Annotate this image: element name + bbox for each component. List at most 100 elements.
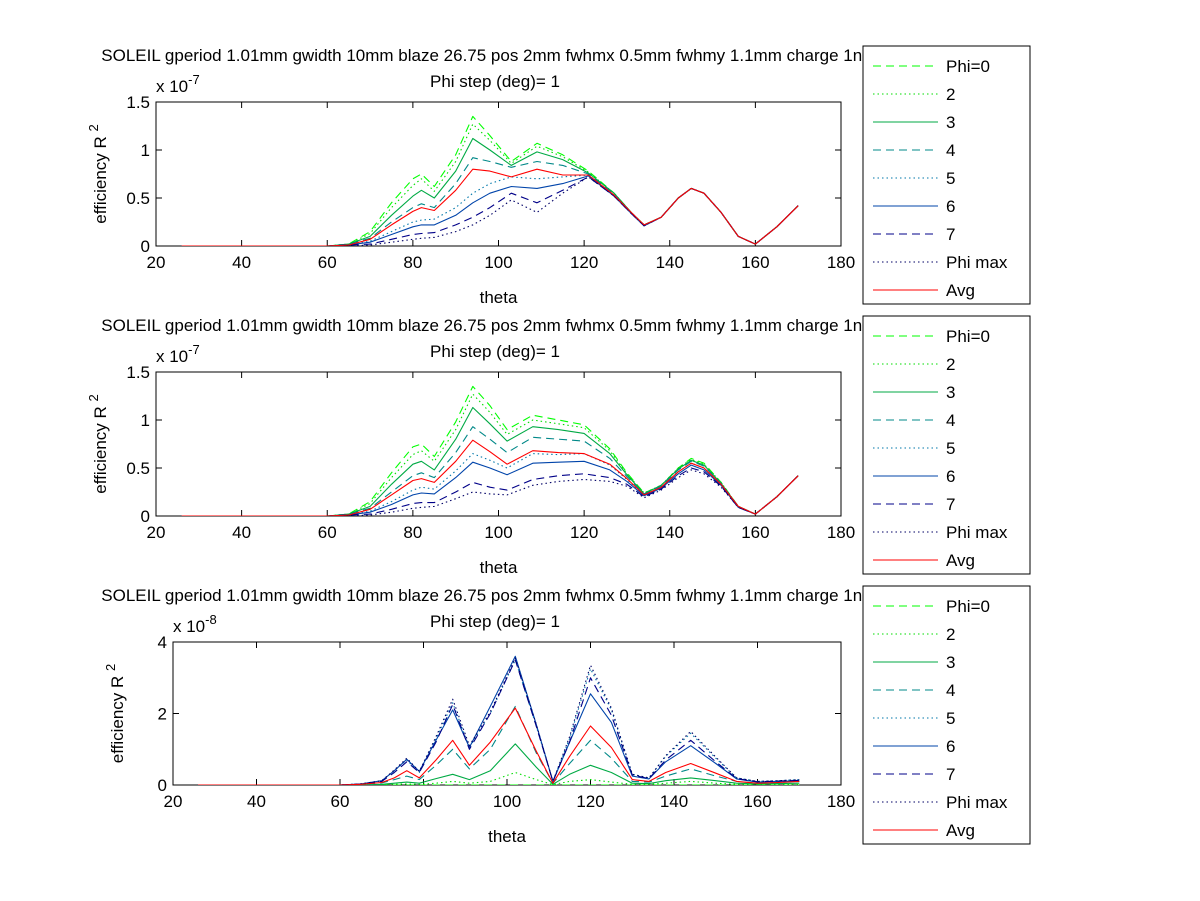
legend-label: Phi max	[946, 793, 1008, 812]
series-line-6	[181, 460, 799, 516]
y-tick-label: 0	[158, 776, 167, 795]
x-tick-label: 80	[403, 253, 422, 272]
chart-title: SOLEIL gperiod 1.01mm gwidth 10mm blaze …	[101, 46, 1008, 65]
x-tick-label: 20	[147, 523, 166, 542]
series-line-2	[181, 393, 799, 516]
series-line-avg	[181, 168, 799, 246]
y-tick-label: 0.5	[126, 459, 150, 478]
x-tick-label: 60	[331, 792, 350, 811]
x-tick-label: 180	[827, 253, 855, 272]
series-line-2	[198, 771, 800, 785]
legend-label: 2	[946, 85, 955, 104]
x-tick-label: 120	[570, 253, 598, 272]
y-tick-label: 0	[141, 507, 150, 526]
x-tick-label: 140	[656, 523, 684, 542]
legend-label: 4	[946, 411, 955, 430]
x-tick-label: 80	[403, 523, 422, 542]
series-line-7	[181, 467, 799, 516]
legend-label: 3	[946, 113, 955, 132]
chart-subtitle: Phi step (deg)= 1	[430, 342, 560, 361]
legend-label: 6	[946, 197, 955, 216]
series-group	[181, 385, 799, 516]
legend-box	[862, 585, 1031, 845]
series-group	[198, 655, 800, 785]
y-tick-label: 0	[141, 237, 150, 256]
chart-subtitle: Phi step (deg)= 1	[430, 612, 560, 631]
x-tick-label: 180	[827, 523, 855, 542]
x-axis-label: theta	[488, 827, 526, 846]
legend-label: Avg	[946, 551, 975, 570]
legend: Phi=0 2 3 4 5 6 7 Phi max Avg	[862, 585, 1031, 845]
legend-label: Phi max	[946, 253, 1008, 272]
series-line-3	[198, 743, 800, 785]
legend-label: Phi=0	[946, 327, 990, 346]
x-tick-label: 20	[164, 792, 183, 811]
y-tick-label: 0.5	[126, 189, 150, 208]
legend-label: Phi=0	[946, 597, 990, 616]
x-tick-label: 40	[232, 523, 251, 542]
x-tick-label: 40	[247, 792, 266, 811]
legend-box	[862, 45, 1031, 305]
y-tick-label: 1	[141, 141, 150, 160]
x-axis-label: theta	[480, 558, 518, 577]
legend-label: 7	[946, 225, 955, 244]
chart-title: SOLEIL gperiod 1.01mm gwidth 10mm blaze …	[101, 316, 1008, 335]
legend-label: 3	[946, 653, 955, 672]
x-tick-label: 100	[484, 523, 512, 542]
series-line-phi-max	[181, 176, 799, 246]
x-tick-label: 80	[414, 792, 433, 811]
series-line-7	[198, 659, 800, 785]
legend-label: 5	[946, 709, 955, 728]
legend-label: 6	[946, 467, 955, 486]
x-tick-label: 100	[493, 792, 521, 811]
legend-label: 5	[946, 439, 955, 458]
x-axis-label: theta	[480, 288, 518, 307]
series-line-avg	[181, 439, 799, 516]
series-line-avg	[198, 707, 800, 785]
series-line-2	[181, 123, 799, 246]
x-tick-label: 160	[741, 523, 769, 542]
x-tick-label: 140	[656, 253, 684, 272]
chart-subtitle: Phi step (deg)= 1	[430, 72, 560, 91]
x-tick-label: 120	[570, 523, 598, 542]
x-tick-label: 40	[232, 253, 251, 272]
legend-label: 2	[946, 625, 955, 644]
x-tick-label: 60	[318, 253, 337, 272]
series-line-4	[198, 705, 800, 785]
legend-label: 4	[946, 141, 955, 160]
x-tick-label: 100	[484, 253, 512, 272]
y-tick-label: 4	[158, 633, 167, 652]
series-line-3	[181, 406, 799, 516]
x-tick-label: 160	[743, 792, 771, 811]
legend-label: Avg	[946, 281, 975, 300]
legend-label: 5	[946, 169, 955, 188]
legend-label: 4	[946, 681, 955, 700]
legend-label: Phi max	[946, 523, 1008, 542]
legend-label: Phi=0	[946, 57, 990, 76]
x-tick-label: 160	[741, 253, 769, 272]
y-tick-label: 1.5	[126, 93, 150, 112]
x-tick-label: 180	[827, 792, 855, 811]
y-tick-label: 1	[141, 411, 150, 430]
x-tick-label: 140	[660, 792, 688, 811]
y-tick-label: 2	[158, 705, 167, 724]
legend-label: 6	[946, 737, 955, 756]
series-line-phi-0	[181, 385, 799, 516]
x-tick-label: 20	[147, 253, 166, 272]
series-line-phi-max	[181, 469, 799, 516]
series-line-phi-0	[181, 115, 799, 246]
legend-box	[862, 315, 1031, 575]
legend-label: 7	[946, 765, 955, 784]
x-tick-label: 120	[576, 792, 604, 811]
y-tick-label: 1.5	[126, 363, 150, 382]
legend-label: 7	[946, 495, 955, 514]
legend: Phi=0 2 3 4 5 6 7 Phi max Avg	[862, 315, 1031, 575]
legend: Phi=0 2 3 4 5 6 7 Phi max Avg	[862, 45, 1031, 305]
legend-label: 3	[946, 383, 955, 402]
series-line-4	[181, 426, 799, 516]
legend-label: Avg	[946, 821, 975, 840]
series-group	[181, 115, 799, 246]
legend-label: 2	[946, 355, 955, 374]
